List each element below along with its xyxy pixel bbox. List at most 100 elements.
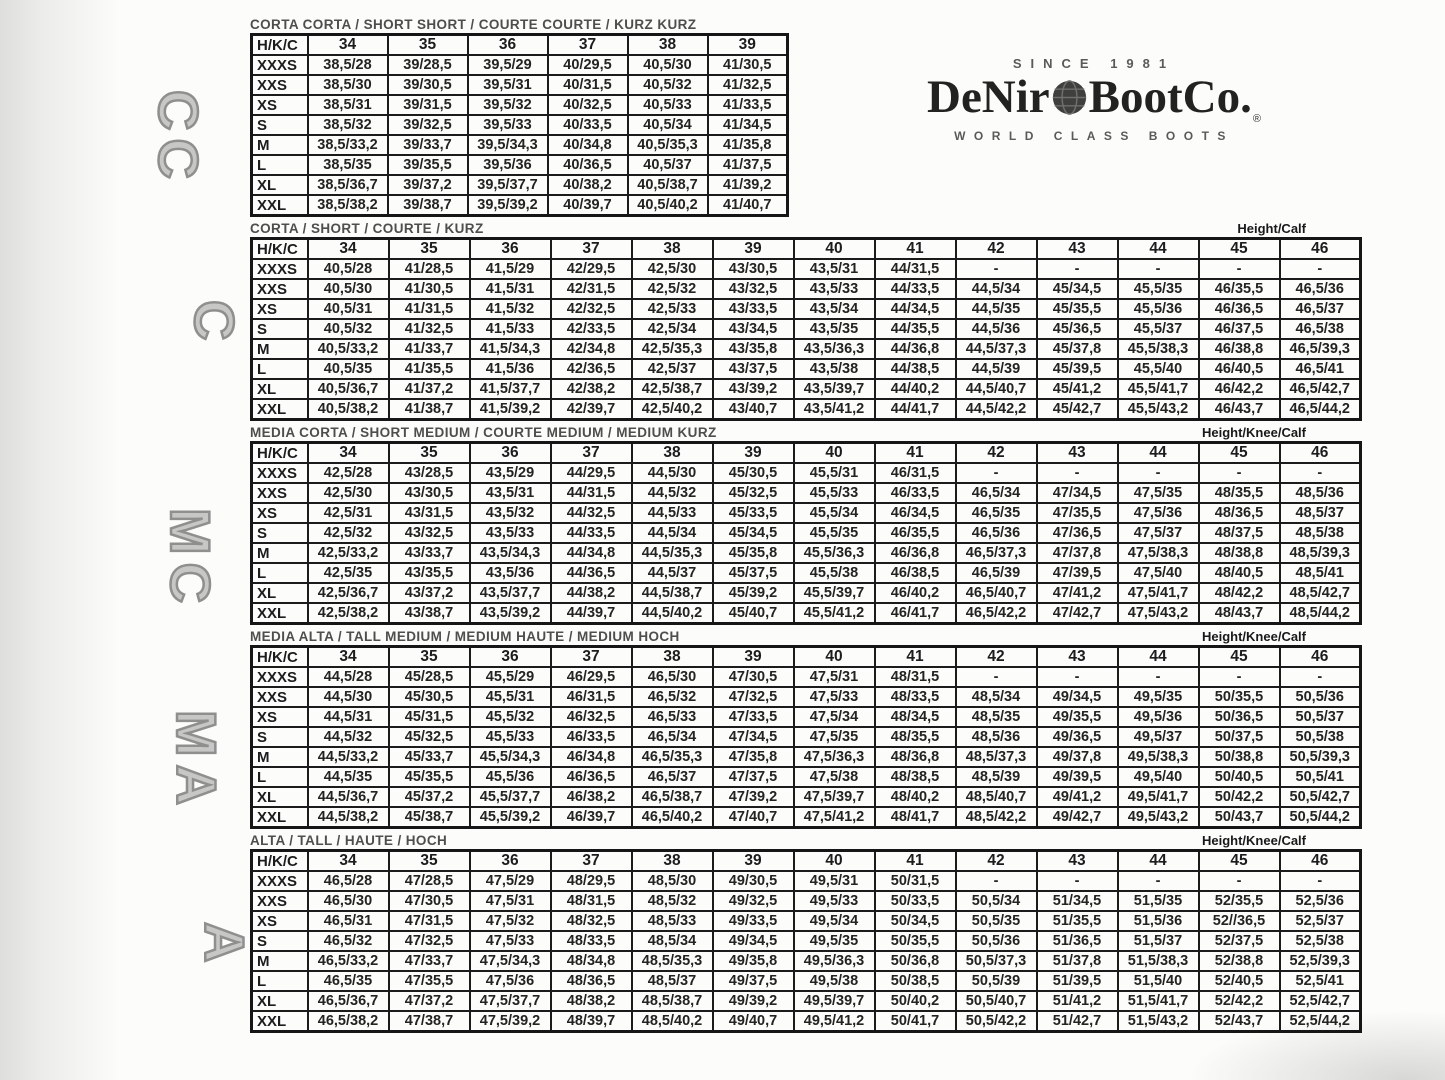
size-cell: - [1116, 870, 1200, 892]
column-header: 46 [1278, 849, 1362, 872]
size-table-ma: H/K/C 34 35 36 37 38 39 40 41 42 43 44 45 46 XXXS 44,5/… [250, 645, 1362, 829]
row-size-label: S [250, 522, 309, 544]
size-cell: 49,5/31 [792, 870, 876, 892]
size-cell: 47,5/34 [792, 706, 876, 728]
size-cell: 43,5/39,2 [468, 602, 552, 625]
size-cell: 45/36,5 [1035, 318, 1119, 340]
table-title: CORTA / SHORT / COURTE / KURZ [250, 221, 484, 236]
size-cell: 40,5/30 [306, 278, 390, 300]
size-cell: 50/38,5 [873, 970, 957, 992]
column-header: 35 [386, 33, 469, 56]
size-cell: 46/36,5 [1197, 298, 1281, 320]
size-cell: 46,5/38 [1278, 318, 1362, 340]
size-cell: 44,5/37,3 [954, 338, 1038, 360]
size-cell: 50/37,5 [1197, 726, 1281, 748]
size-cell: 47,5/31 [468, 890, 552, 912]
size-cell: - [1278, 462, 1362, 484]
size-cell: - [954, 870, 1038, 892]
table-row: L 40,5/35 41/35,5 41,5/36 42/36,5 42,5/37 43/3… [250, 358, 1362, 380]
size-cell: 39/37,2 [386, 174, 469, 196]
size-cell: 44,5/31 [306, 706, 390, 728]
size-cell: 45,5/39,7 [792, 582, 876, 604]
size-cell: 49,5/33 [792, 890, 876, 912]
size-cell: 50/31,5 [873, 870, 957, 892]
size-cell: 41/30,5 [387, 278, 471, 300]
table-row: XS 38,5/31 39/31,5 39,5/32 40/32,5 40,5/33 41/… [250, 94, 789, 116]
row-size-label: XXL [250, 1010, 309, 1033]
row-size-label: L [250, 154, 309, 176]
size-cell: 45/34,5 [1035, 278, 1119, 300]
size-cell: 48,5/30 [630, 870, 714, 892]
size-cell: 49/40,7 [711, 1010, 795, 1033]
row-size-label: L [250, 970, 309, 992]
size-cell: 40/38,2 [546, 174, 629, 196]
row-size-label: M [250, 134, 309, 156]
size-cell: 50,5/38 [1278, 726, 1362, 748]
table-row: XXL 44,5/38,2 45/38,7 45,5/39,2 46/39,7 46,5/… [250, 806, 1362, 829]
side-label-cc: CC [146, 89, 212, 188]
table-row: XS 40,5/31 41/31,5 41,5/32 42/32,5 42,5/33 43/… [250, 298, 1362, 320]
size-cell: 47,5/36 [468, 970, 552, 992]
size-cell: 40,5/30 [626, 54, 709, 76]
size-cell: 45/32,5 [387, 726, 471, 748]
size-cell: 49,5/37 [1116, 726, 1200, 748]
size-table-a: H/K/C 34 35 36 37 38 39 40 41 42 43 44 45 46 XXXS 46,5/… [250, 849, 1362, 1033]
size-cell: 46,5/30 [630, 666, 714, 688]
size-cell: 43/33,7 [387, 542, 471, 564]
size-cell: 43,5/39,7 [792, 378, 876, 400]
size-cell: - [1116, 462, 1200, 484]
size-cell: 48/35,5 [873, 726, 957, 748]
size-cell: 45/39,5 [1035, 358, 1119, 380]
size-cell: 44,5/34 [954, 278, 1038, 300]
table-row: L 38,5/35 39/35,5 39,5/36 40/36,5 40,5/37 41/3… [250, 154, 789, 176]
size-cell: 41,5/37,7 [468, 378, 552, 400]
row-size-label: XS [250, 706, 309, 728]
size-cell: 46,5/35,3 [630, 746, 714, 768]
table-row: M 44,5/33,2 45/33,7 45,5/34,3 46/34,8 46,5/35… [250, 746, 1362, 768]
size-cell: 48/33,5 [549, 930, 633, 952]
size-cell: 38,5/35 [306, 154, 389, 176]
size-cell: - [1035, 258, 1119, 280]
size-cell: 52,5/39,3 [1278, 950, 1362, 972]
size-cell: 50,5/37 [1278, 706, 1362, 728]
column-header: 40 [792, 441, 876, 464]
size-cell: 39,5/32 [466, 94, 549, 116]
size-cell: 45,5/29 [468, 666, 552, 688]
size-cell: 46/31,5 [549, 686, 633, 708]
size-cell: 42,5/34 [630, 318, 714, 340]
size-cell: 50,5/42,2 [954, 1010, 1038, 1033]
row-size-label: XXL [250, 194, 309, 217]
size-cell: 43/37,2 [387, 582, 471, 604]
size-cell: 41/28,5 [387, 258, 471, 280]
column-header: 39 [706, 33, 789, 56]
table-title: MEDIA CORTA / SHORT MEDIUM / COURTE MEDI… [250, 425, 717, 440]
row-size-label: XL [250, 174, 309, 196]
column-header: 46 [1278, 645, 1362, 668]
size-cell: 49,5/38,3 [1116, 746, 1200, 768]
size-cell: 46/33,5 [549, 726, 633, 748]
size-cell: 44,5/40,7 [954, 378, 1038, 400]
size-cell: 50,5/39 [954, 970, 1038, 992]
size-cell: 44,5/35,3 [630, 542, 714, 564]
size-cell: 47,5/37,7 [468, 990, 552, 1012]
size-cell: 45,5/36 [468, 766, 552, 788]
table-row: XXS 46,5/30 47/30,5 47,5/31 48/31,5 48,5/32 49… [250, 890, 1362, 912]
size-cell: 44/35,5 [873, 318, 957, 340]
size-cell: 44,5/30 [630, 462, 714, 484]
column-header: 35 [387, 441, 471, 464]
size-cell: 43,5/34,3 [468, 542, 552, 564]
size-cell: 38,5/32 [306, 114, 389, 136]
column-header: 36 [468, 237, 552, 260]
size-cell: 45,5/35 [1116, 278, 1200, 300]
size-cell: 48,5/32 [630, 890, 714, 912]
size-cell: 50/43,7 [1197, 806, 1281, 829]
size-cell: 46,5/37 [1278, 298, 1362, 320]
size-cell: 50,5/36 [1278, 686, 1362, 708]
size-cell: - [1116, 666, 1200, 688]
size-cell: 52/38,8 [1197, 950, 1281, 972]
column-header: 40 [792, 645, 876, 668]
size-cell: 46/40,5 [1197, 358, 1281, 380]
size-cell: 39,5/29 [466, 54, 549, 76]
table-row: S 46,5/32 47/32,5 47,5/33 48/33,5 48,5/34 49/3… [250, 930, 1362, 952]
size-cell: 40,5/36,7 [306, 378, 390, 400]
